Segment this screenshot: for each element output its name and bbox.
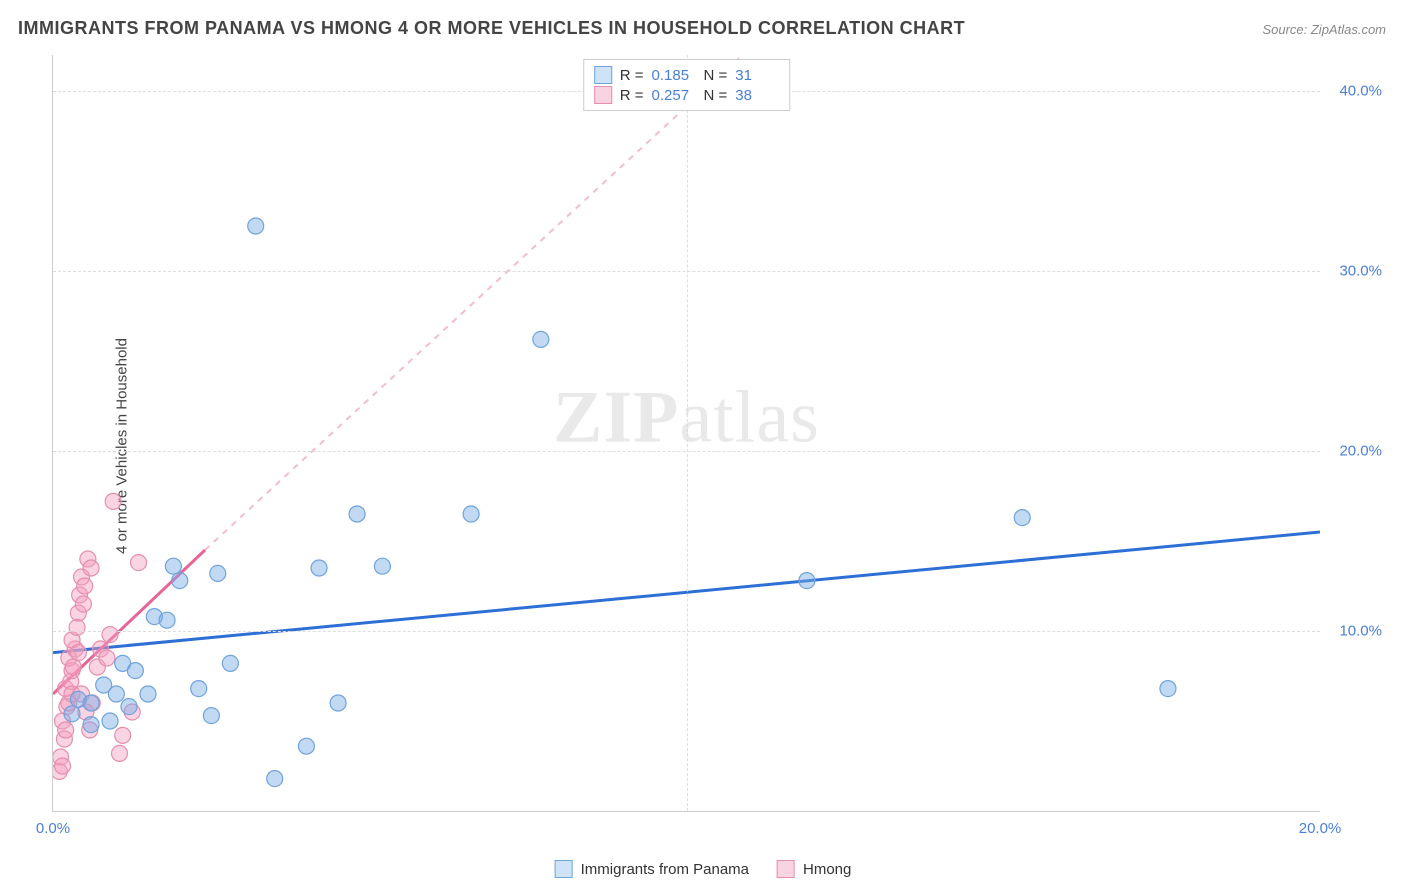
swatch-series-2: [594, 86, 612, 104]
chart-title: IMMIGRANTS FROM PANAMA VS HMONG 4 OR MOR…: [18, 18, 965, 39]
n-label: N =: [704, 87, 728, 104]
y-tick-label: 20.0%: [1326, 443, 1382, 460]
r-label: R =: [620, 87, 644, 104]
legend-item-2: Hmong: [777, 860, 851, 878]
legend-row-series-2: R = 0.257 N = 38: [594, 85, 780, 105]
swatch-series-1: [555, 860, 573, 878]
n-value-2: 38: [735, 87, 779, 104]
series-legend: Immigrants from Panama Hmong: [555, 860, 852, 878]
legend-row-series-1: R = 0.185 N = 31: [594, 65, 780, 85]
y-tick-label: 40.0%: [1326, 83, 1382, 100]
r-value-1: 0.185: [652, 67, 696, 84]
r-label: R =: [620, 67, 644, 84]
legend-label-2: Hmong: [803, 861, 851, 878]
correlation-legend: R = 0.185 N = 31 R = 0.257 N = 38: [583, 59, 791, 111]
swatch-series-1: [594, 66, 612, 84]
n-label: N =: [704, 67, 728, 84]
x-tick-label: 20.0%: [1299, 820, 1342, 837]
legend-item-1: Immigrants from Panama: [555, 860, 749, 878]
r-value-2: 0.257: [652, 87, 696, 104]
swatch-series-2: [777, 860, 795, 878]
plot-region: ZIPatlas R = 0.185 N = 31 R = 0.257 N = …: [52, 55, 1320, 812]
source-attribution: Source: ZipAtlas.com: [1262, 22, 1386, 37]
x-tick-label: 0.0%: [36, 820, 70, 837]
legend-label-1: Immigrants from Panama: [581, 861, 749, 878]
y-tick-label: 30.0%: [1326, 263, 1382, 280]
n-value-1: 31: [735, 67, 779, 84]
chart-area: ZIPatlas R = 0.185 N = 31 R = 0.257 N = …: [52, 55, 1388, 844]
y-tick-label: 10.0%: [1326, 623, 1382, 640]
